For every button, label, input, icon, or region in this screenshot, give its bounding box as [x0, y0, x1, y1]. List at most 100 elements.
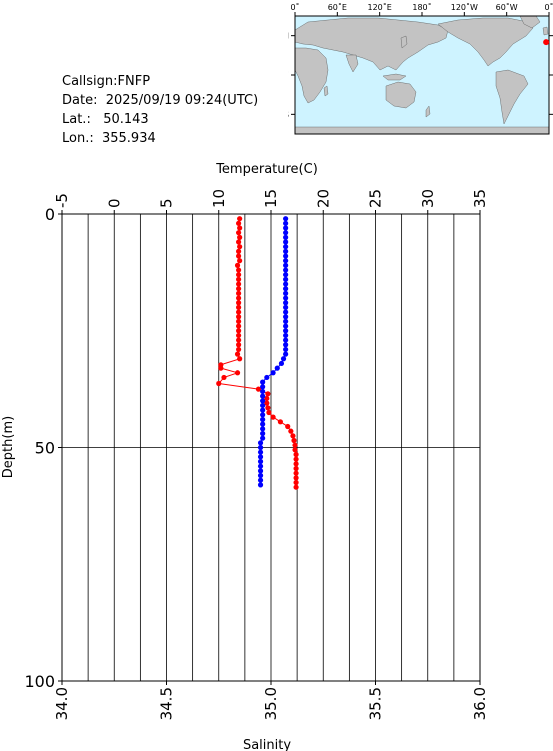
land-shape — [382, 73, 407, 81]
salinity-tick-labels: 34.0 34.5 35.0 35.5 36.0 — [53, 681, 489, 720]
temperature-point — [221, 374, 227, 381]
temperature-point — [292, 447, 298, 453]
map-lat-label: 0˚ — [288, 70, 289, 80]
temperature-point — [236, 248, 242, 254]
station-info: Callsign:FNFP Date: 2025/09/19 09:24(UTC… — [62, 72, 258, 148]
temperature-point — [290, 433, 296, 439]
salinity-point — [283, 262, 289, 268]
map-land — [294, 15, 550, 135]
salinity-point — [283, 281, 289, 287]
temperature-point — [236, 309, 242, 315]
temperature-point — [291, 437, 297, 444]
map-lat-label: 60˚S — [288, 109, 289, 119]
salinity-point — [283, 351, 289, 357]
salinity-point — [264, 374, 270, 381]
land-shape — [323, 85, 329, 97]
land-shape — [345, 54, 359, 73]
salinity-point — [260, 379, 266, 385]
salinity-point — [283, 318, 289, 325]
land-shape — [294, 126, 550, 135]
temperature-tick-label: 15 — [262, 189, 280, 208]
temperature-point — [234, 370, 241, 376]
salinity-point — [257, 463, 264, 469]
temperature-tick-label: 35 — [471, 189, 489, 208]
temperature-point — [236, 328, 242, 334]
salinity-tick-label: 34.5 — [158, 687, 176, 720]
temperature-point — [236, 323, 242, 329]
salinity-axis-label: Salinity — [243, 738, 291, 751]
salinity-point — [283, 342, 289, 348]
salinity-point — [260, 407, 266, 413]
temperature-point — [236, 318, 242, 325]
callsign-label: Callsign:FNFP — [62, 74, 151, 89]
land-shape — [385, 81, 417, 109]
salinity-point — [280, 356, 287, 362]
map-lon-label: 0˚ — [544, 2, 553, 12]
salinity-point — [283, 337, 289, 343]
temperature-axis-label: Temperature(C) — [215, 162, 318, 177]
temperature-tick-label: 20 — [314, 189, 332, 208]
map-lon-label: 60˚E — [328, 2, 347, 12]
salinity-point — [260, 402, 266, 409]
temperature-point — [293, 484, 299, 490]
temperature-point — [237, 234, 243, 240]
temperature-point — [293, 451, 299, 458]
salinity-point — [283, 309, 289, 315]
location-map: 0˚ 60˚E 120˚E 180˚ 120˚W 60˚W 0˚ 60˚N 0˚ 60˚S — [288, 2, 553, 135]
temperature-point — [236, 300, 242, 306]
salinity-point — [274, 365, 280, 371]
temperature-point — [236, 253, 242, 259]
land-shape — [542, 26, 549, 36]
series-layer — [216, 216, 299, 490]
temperature-point — [236, 304, 242, 310]
salinity-point — [283, 267, 289, 273]
salinity-point — [257, 440, 264, 446]
salinity-point — [260, 412, 266, 418]
temperature-point — [266, 409, 272, 416]
temperature-tick-label: 10 — [210, 189, 228, 208]
salinity-point — [283, 328, 289, 334]
salinity-point — [257, 458, 264, 465]
salinity-tick-label: 36.0 — [471, 687, 489, 720]
salinity-tick-label: 35.5 — [367, 687, 385, 720]
date-label: Date: 2025/09/19 09:24(UTC) — [62, 93, 259, 108]
temperature-point — [264, 395, 270, 402]
land-shape — [437, 17, 534, 67]
map-ticks — [291, 12, 553, 115]
depth-tick-label: 0 — [45, 205, 55, 224]
temperature-point — [236, 295, 242, 301]
temperature-point — [236, 272, 242, 278]
temperature-point — [293, 470, 299, 476]
temperature-point — [236, 281, 242, 287]
salinity-point — [283, 323, 289, 329]
salinity-point — [283, 244, 289, 250]
land-shape — [294, 17, 449, 71]
temperature-tick-label: 5 — [158, 198, 176, 208]
latitude-label: Lat.: 50.143 — [62, 112, 149, 127]
temperature-point — [237, 244, 243, 250]
salinity-point — [283, 304, 289, 310]
depth-axis-label: Depth(m) — [1, 416, 16, 478]
temperature-point — [237, 356, 243, 362]
salinity-point — [260, 388, 266, 395]
depth-tick-labels: 0 50 100 — [24, 205, 62, 691]
temperature-point — [236, 346, 242, 353]
temperature-point — [216, 380, 222, 387]
temperature-point — [265, 391, 271, 397]
salinity-point — [257, 454, 264, 460]
temperature-point — [236, 290, 242, 296]
temperature-tick-labels: -5 0 5 10 15 20 25 30 35 — [53, 189, 489, 214]
temperature-point — [293, 475, 299, 481]
salinity-point — [260, 426, 266, 432]
salinity-point — [283, 286, 289, 292]
salinity-point — [283, 290, 289, 296]
salinity-point — [283, 295, 289, 301]
salinity-point — [257, 482, 264, 488]
salinity-point — [283, 239, 289, 245]
temperature-point — [293, 465, 299, 472]
salinity-point — [260, 398, 266, 404]
temperature-point — [236, 332, 242, 339]
temperature-point — [234, 262, 241, 268]
salinity-point — [283, 216, 289, 222]
salinity-point — [283, 300, 289, 306]
